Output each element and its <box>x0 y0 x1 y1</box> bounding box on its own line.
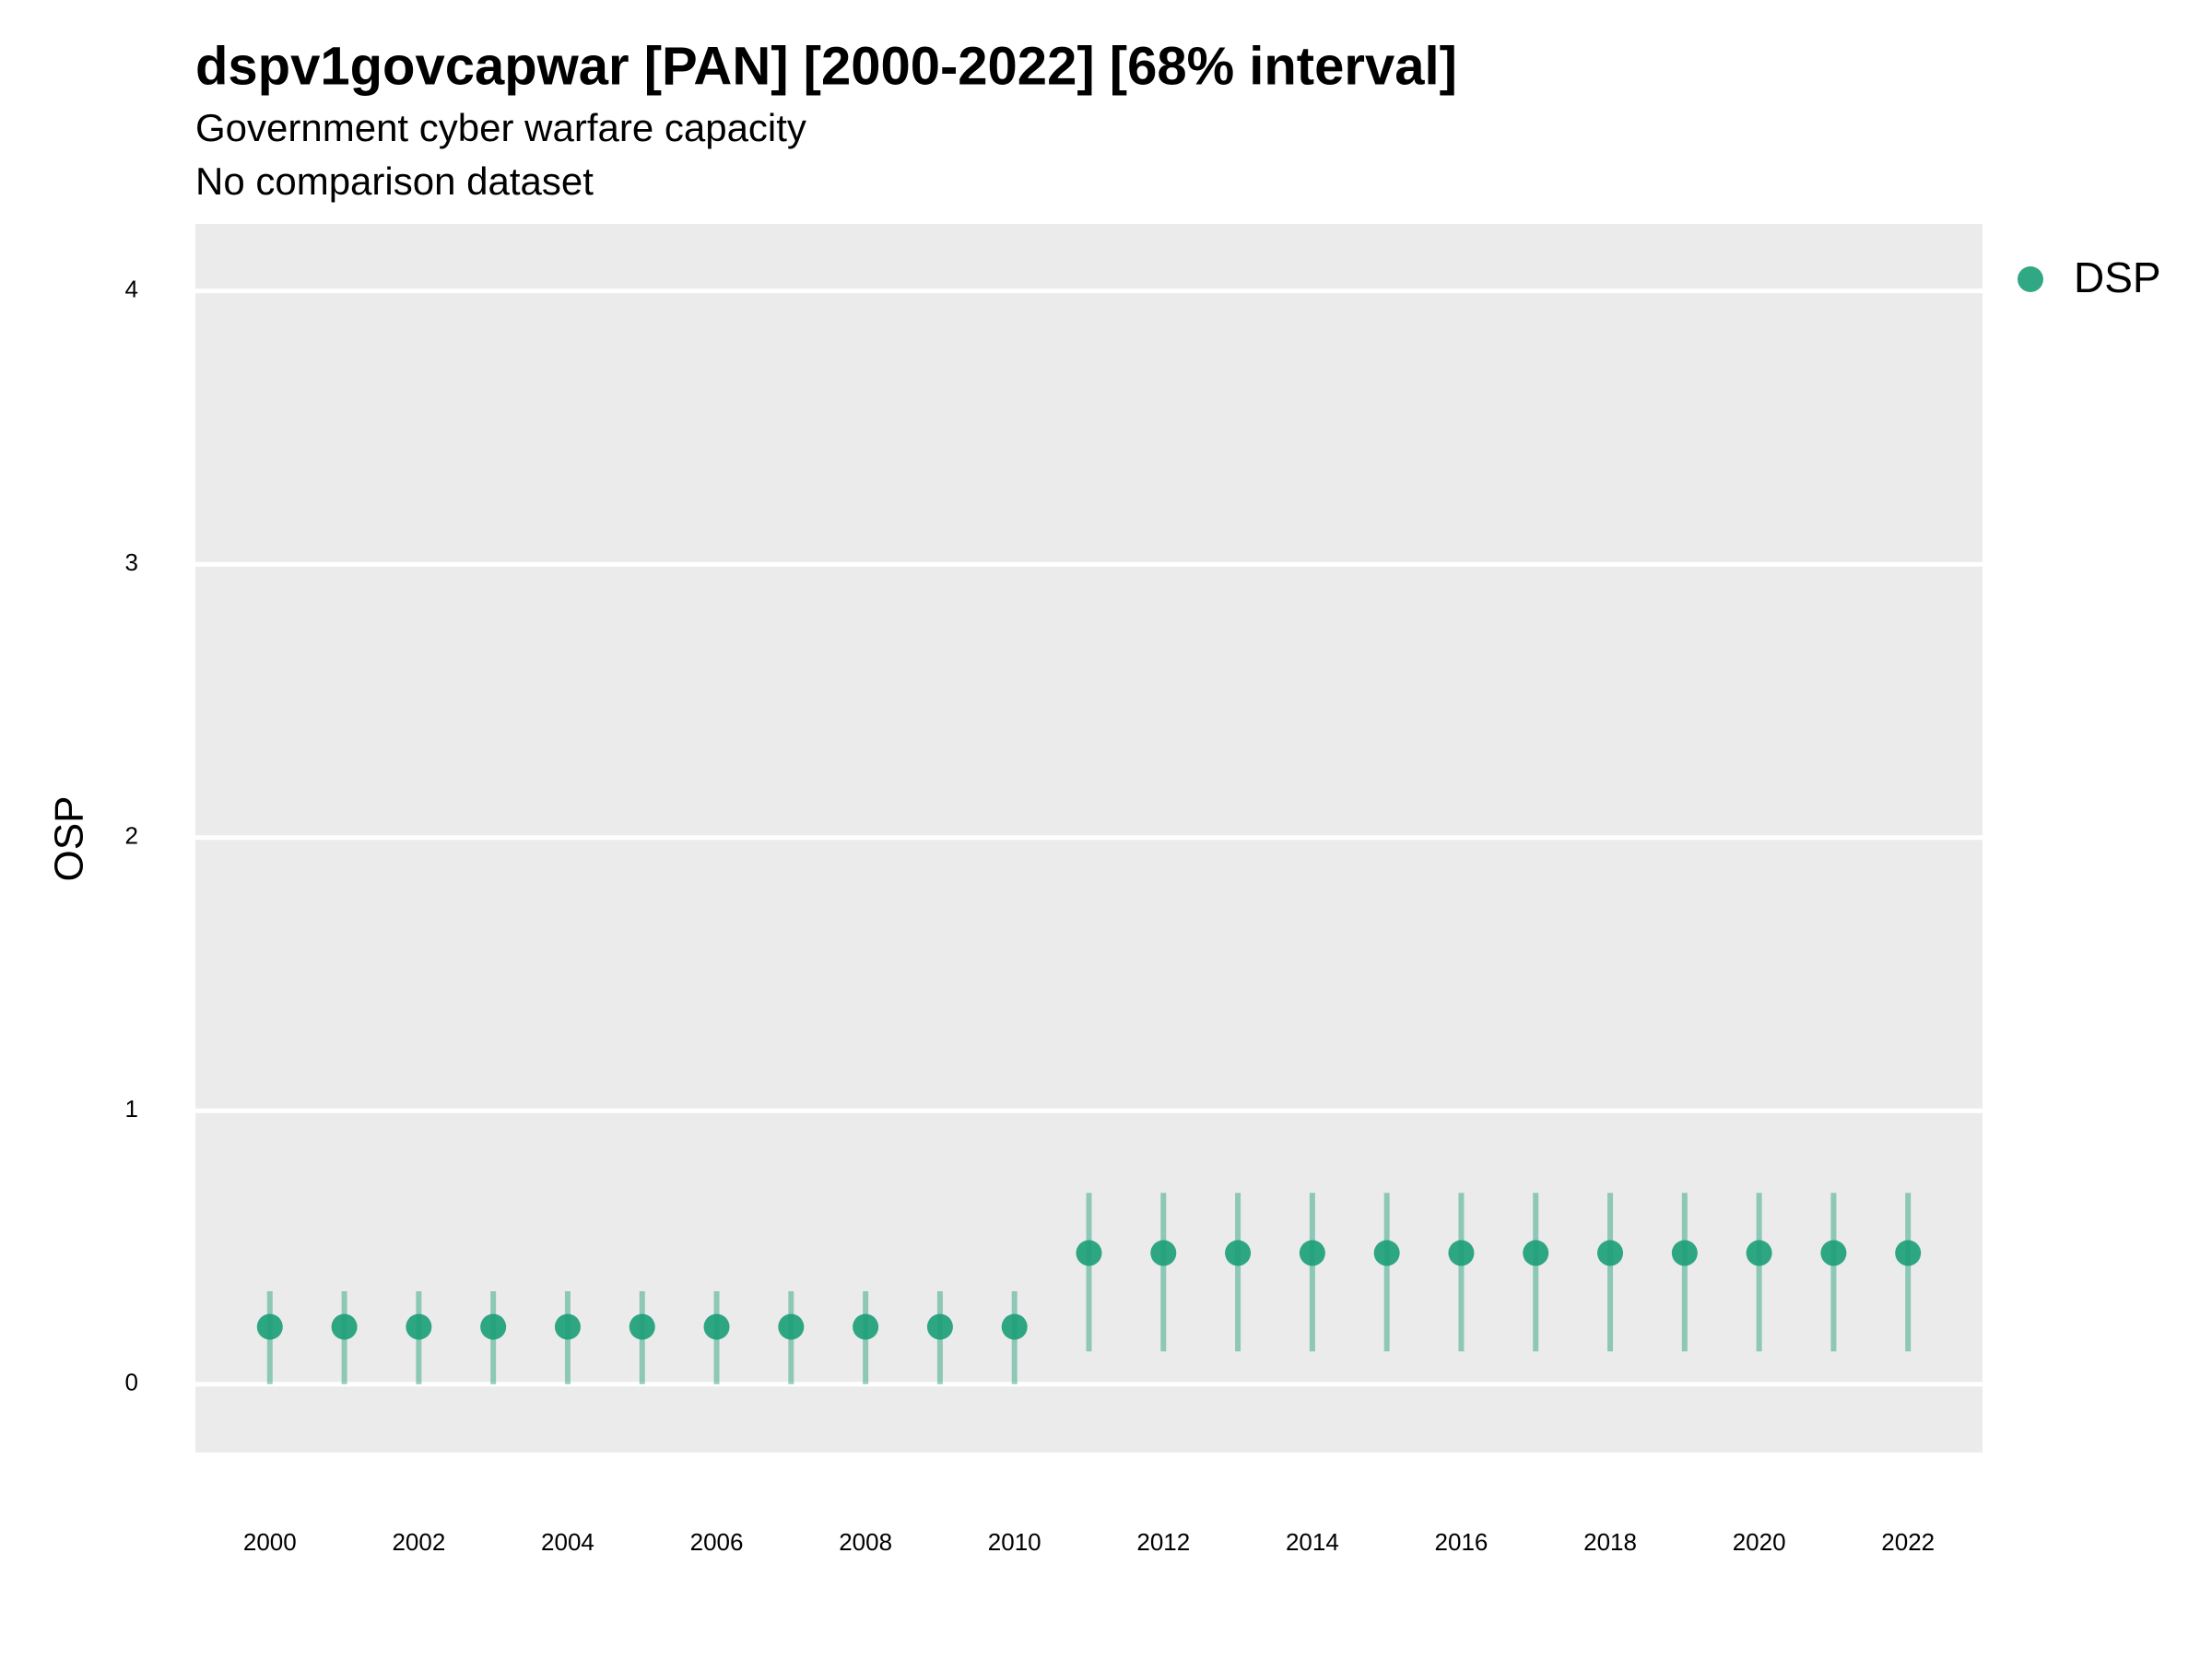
point <box>1001 1313 1028 1340</box>
x-tick-label: 2002 <box>392 1528 445 1556</box>
point <box>256 1313 283 1340</box>
legend-label: DSP <box>2074 253 2161 301</box>
legend-marker <box>2018 266 2043 292</box>
point <box>1150 1240 1177 1266</box>
point <box>1448 1240 1475 1266</box>
point <box>1746 1240 1772 1266</box>
y-tick-label: 4 <box>125 276 138 303</box>
point <box>554 1313 581 1340</box>
point <box>406 1313 432 1340</box>
point <box>1076 1240 1102 1266</box>
y-tick-label: 0 <box>125 1369 138 1396</box>
x-tick-label: 2022 <box>1881 1528 1935 1556</box>
y-tick-label: 3 <box>125 548 138 576</box>
point <box>926 1313 953 1340</box>
point <box>629 1313 655 1340</box>
x-tick-label: 2020 <box>1733 1528 1786 1556</box>
chart-caption: No comparison dataset <box>195 159 594 203</box>
x-tick-label: 2016 <box>1435 1528 1488 1556</box>
point <box>1895 1240 1922 1266</box>
point <box>1523 1240 1549 1266</box>
x-tick-label: 2000 <box>243 1528 297 1556</box>
point <box>778 1313 805 1340</box>
x-tick-label: 2018 <box>1583 1528 1637 1556</box>
point <box>703 1313 730 1340</box>
y-tick-label: 2 <box>125 822 138 850</box>
chart-title: dspv1govcapwar [PAN] [2000-2022] [68% in… <box>195 36 1457 96</box>
point <box>1225 1240 1252 1266</box>
x-tick-label: 2014 <box>1286 1528 1339 1556</box>
x-tick-label: 2010 <box>988 1528 1041 1556</box>
point <box>1597 1240 1624 1266</box>
x-tick-label: 2006 <box>690 1528 744 1556</box>
y-tick-label: 1 <box>125 1095 138 1123</box>
point <box>853 1313 879 1340</box>
point <box>1671 1240 1698 1266</box>
point <box>1373 1240 1400 1266</box>
x-tick-label: 2008 <box>839 1528 892 1556</box>
point <box>1820 1240 1847 1266</box>
point <box>331 1313 358 1340</box>
x-tick-label: 2004 <box>541 1528 594 1556</box>
point <box>480 1313 507 1340</box>
y-axis-label: OSP <box>47 796 92 882</box>
chart-subtitle: Government cyber warfare capacity <box>195 106 806 149</box>
x-tick-label: 2012 <box>1136 1528 1190 1556</box>
point <box>1299 1240 1325 1266</box>
